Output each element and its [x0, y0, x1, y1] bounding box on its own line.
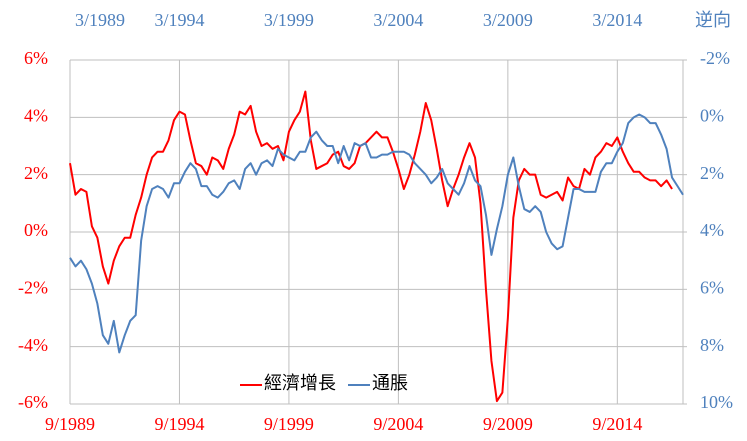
- y2-tick-label: -2%: [700, 48, 730, 68]
- x2-tick-label: 3/2014: [592, 10, 642, 30]
- y2-tick-label: 8%: [700, 335, 724, 355]
- x-tick-label: 9/2004: [373, 414, 423, 434]
- x2-tick-label: 3/2004: [373, 10, 423, 30]
- x-tick-label: 9/1994: [154, 414, 204, 434]
- y-tick-label: -6%: [18, 392, 48, 412]
- y2-tick-label: 6%: [700, 277, 724, 297]
- x-tick-label: 9/2014: [592, 414, 642, 434]
- y-tick-label: 6%: [24, 48, 48, 68]
- y2-axis-label: 逆向: [695, 10, 731, 30]
- series-line: [69, 113, 684, 354]
- x2-tick-label: 3/1999: [264, 10, 314, 30]
- y-tick-label: -2%: [18, 277, 48, 297]
- y2-tick-label: 4%: [700, 220, 724, 240]
- y2-tick-label: 0%: [700, 105, 724, 125]
- y-tick-label: 4%: [24, 105, 48, 125]
- x2-tick-label: 3/1994: [154, 10, 204, 30]
- y2-tick-label: 2%: [700, 163, 724, 183]
- x-tick-label: 9/1989: [45, 414, 95, 434]
- legend-label: 經濟增長: [264, 373, 336, 393]
- y-tick-label: -4%: [18, 335, 48, 355]
- y-tick-label: 0%: [24, 220, 48, 240]
- y2-tick-label: 10%: [700, 392, 733, 412]
- series-line: [69, 90, 673, 403]
- x2-tick-label: 3/2009: [483, 10, 533, 30]
- x2-tick-label: 3/1989: [75, 10, 125, 30]
- legend-label: 通脹: [372, 373, 408, 393]
- y-tick-label: 2%: [24, 163, 48, 183]
- x-tick-label: 9/1999: [264, 414, 314, 434]
- x-tick-label: 9/2009: [483, 414, 533, 434]
